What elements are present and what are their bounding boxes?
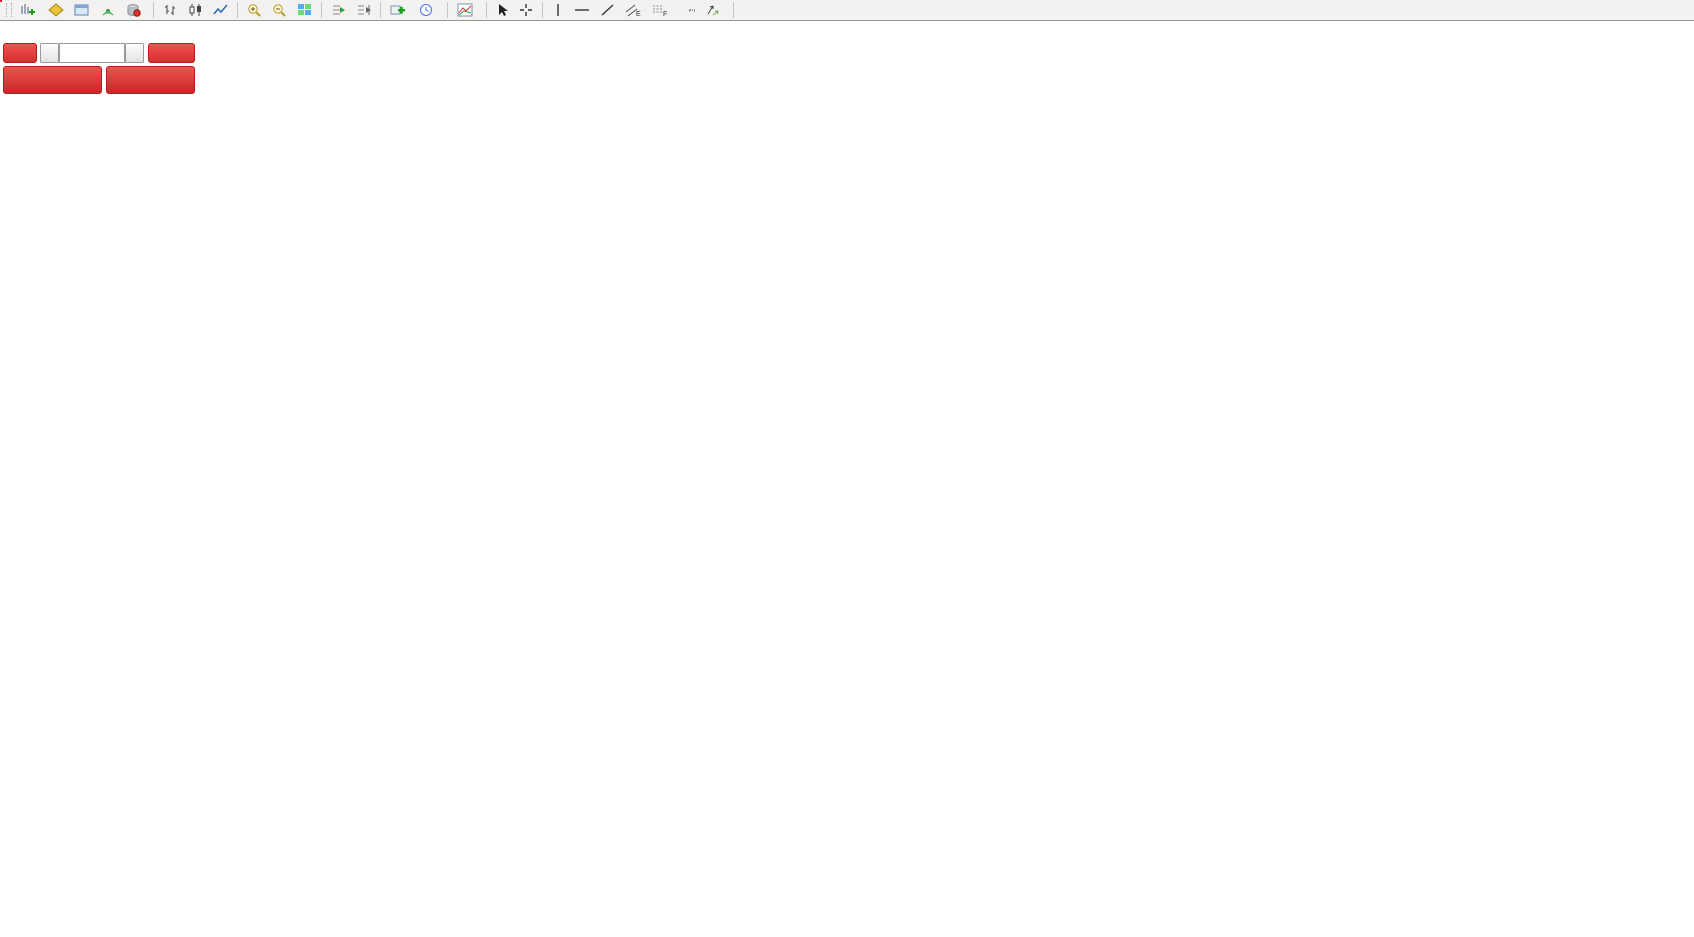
line-chart-icon — [213, 4, 228, 15]
toolbar-separator — [153, 2, 154, 18]
zoom-out-button[interactable] — [268, 0, 291, 20]
toolbar-separator — [733, 2, 734, 18]
volume-input[interactable] — [59, 43, 125, 63]
bar-chart-icon — [165, 5, 175, 15]
svg-text:E: E — [636, 11, 641, 17]
arrows-shapes-icon — [707, 5, 719, 16]
vertical-line-tool-button[interactable] — [548, 0, 568, 20]
cursor-icon — [499, 4, 508, 16]
bar-chart-mode-button[interactable] — [159, 0, 182, 20]
toolbar-separator — [486, 2, 487, 18]
horizontal-line-tool-button[interactable] — [570, 0, 594, 20]
toolbar: E F — [0, 0, 1694, 21]
toolbar-separator — [237, 2, 238, 18]
crosshair-icon — [520, 4, 532, 16]
chart-shift-icon — [358, 5, 371, 15]
trendline-icon — [601, 4, 614, 16]
indicators-list-icon — [457, 3, 473, 17]
add-indicator-button[interactable] — [386, 0, 413, 20]
toolbar-separator — [542, 2, 543, 18]
zoom-in-icon — [248, 4, 261, 17]
new-order-button[interactable] — [16, 0, 42, 20]
auto-scroll-icon — [333, 5, 345, 15]
fibonacci-tool-button[interactable]: F — [648, 0, 673, 20]
signals-button[interactable] — [96, 0, 120, 20]
equidistant-channel-icon: E — [625, 4, 641, 17]
market-watch-button[interactable] — [44, 0, 68, 20]
candlestick-mode-button[interactable] — [184, 0, 207, 20]
sell-button[interactable] — [3, 43, 37, 63]
crosshair-tool-button[interactable] — [515, 0, 537, 20]
indicators-list-button[interactable] — [453, 0, 481, 20]
text-label-icon — [689, 9, 695, 11]
tile-windows-button[interactable] — [293, 0, 316, 20]
market-watch-icon — [48, 3, 64, 17]
text-label-tool-button[interactable] — [685, 0, 699, 20]
candlestick-icon — [189, 4, 201, 16]
volume-down-button[interactable] — [40, 43, 59, 63]
fibonacci-icon: F — [653, 5, 667, 17]
toolbar-separator — [447, 2, 448, 18]
data-window-icon — [74, 4, 89, 16]
price-annotation-low[interactable] — [0, 0, 2, 2]
periods-clock-icon — [420, 4, 432, 16]
arrows-tool-button[interactable] — [701, 0, 728, 20]
equidistant-channel-tool-button[interactable]: E — [621, 0, 646, 20]
buy-button[interactable] — [148, 43, 195, 63]
trendline-tool-button[interactable] — [596, 0, 619, 20]
data-window-button[interactable] — [70, 0, 94, 20]
horizontal-line-icon — [575, 9, 589, 11]
toolbar-separator — [380, 2, 381, 18]
buy-price-panel[interactable] — [106, 66, 195, 94]
zoom-out-icon — [273, 4, 286, 17]
cursor-tool-button[interactable] — [492, 0, 513, 20]
toolbar-grip[interactable] — [6, 3, 12, 17]
auto-trading-icon — [127, 4, 141, 17]
vertical-line-icon — [557, 4, 559, 16]
auto-trading-button[interactable] — [122, 0, 148, 20]
toolbar-separator — [321, 2, 322, 18]
signals-icon — [102, 9, 114, 16]
auto-scroll-button[interactable] — [327, 0, 350, 20]
volume-up-button[interactable] — [125, 43, 144, 63]
zoom-in-button[interactable] — [243, 0, 266, 20]
new-order-icon — [21, 4, 35, 15]
sell-price-panel[interactable] — [3, 66, 102, 94]
line-chart-mode-button[interactable] — [209, 0, 232, 20]
svg-text:F: F — [663, 11, 667, 17]
add-indicator-icon — [390, 5, 405, 15]
tile-windows-icon — [298, 4, 311, 15]
periods-button[interactable] — [415, 0, 442, 20]
chart-shift-button[interactable] — [352, 0, 375, 20]
